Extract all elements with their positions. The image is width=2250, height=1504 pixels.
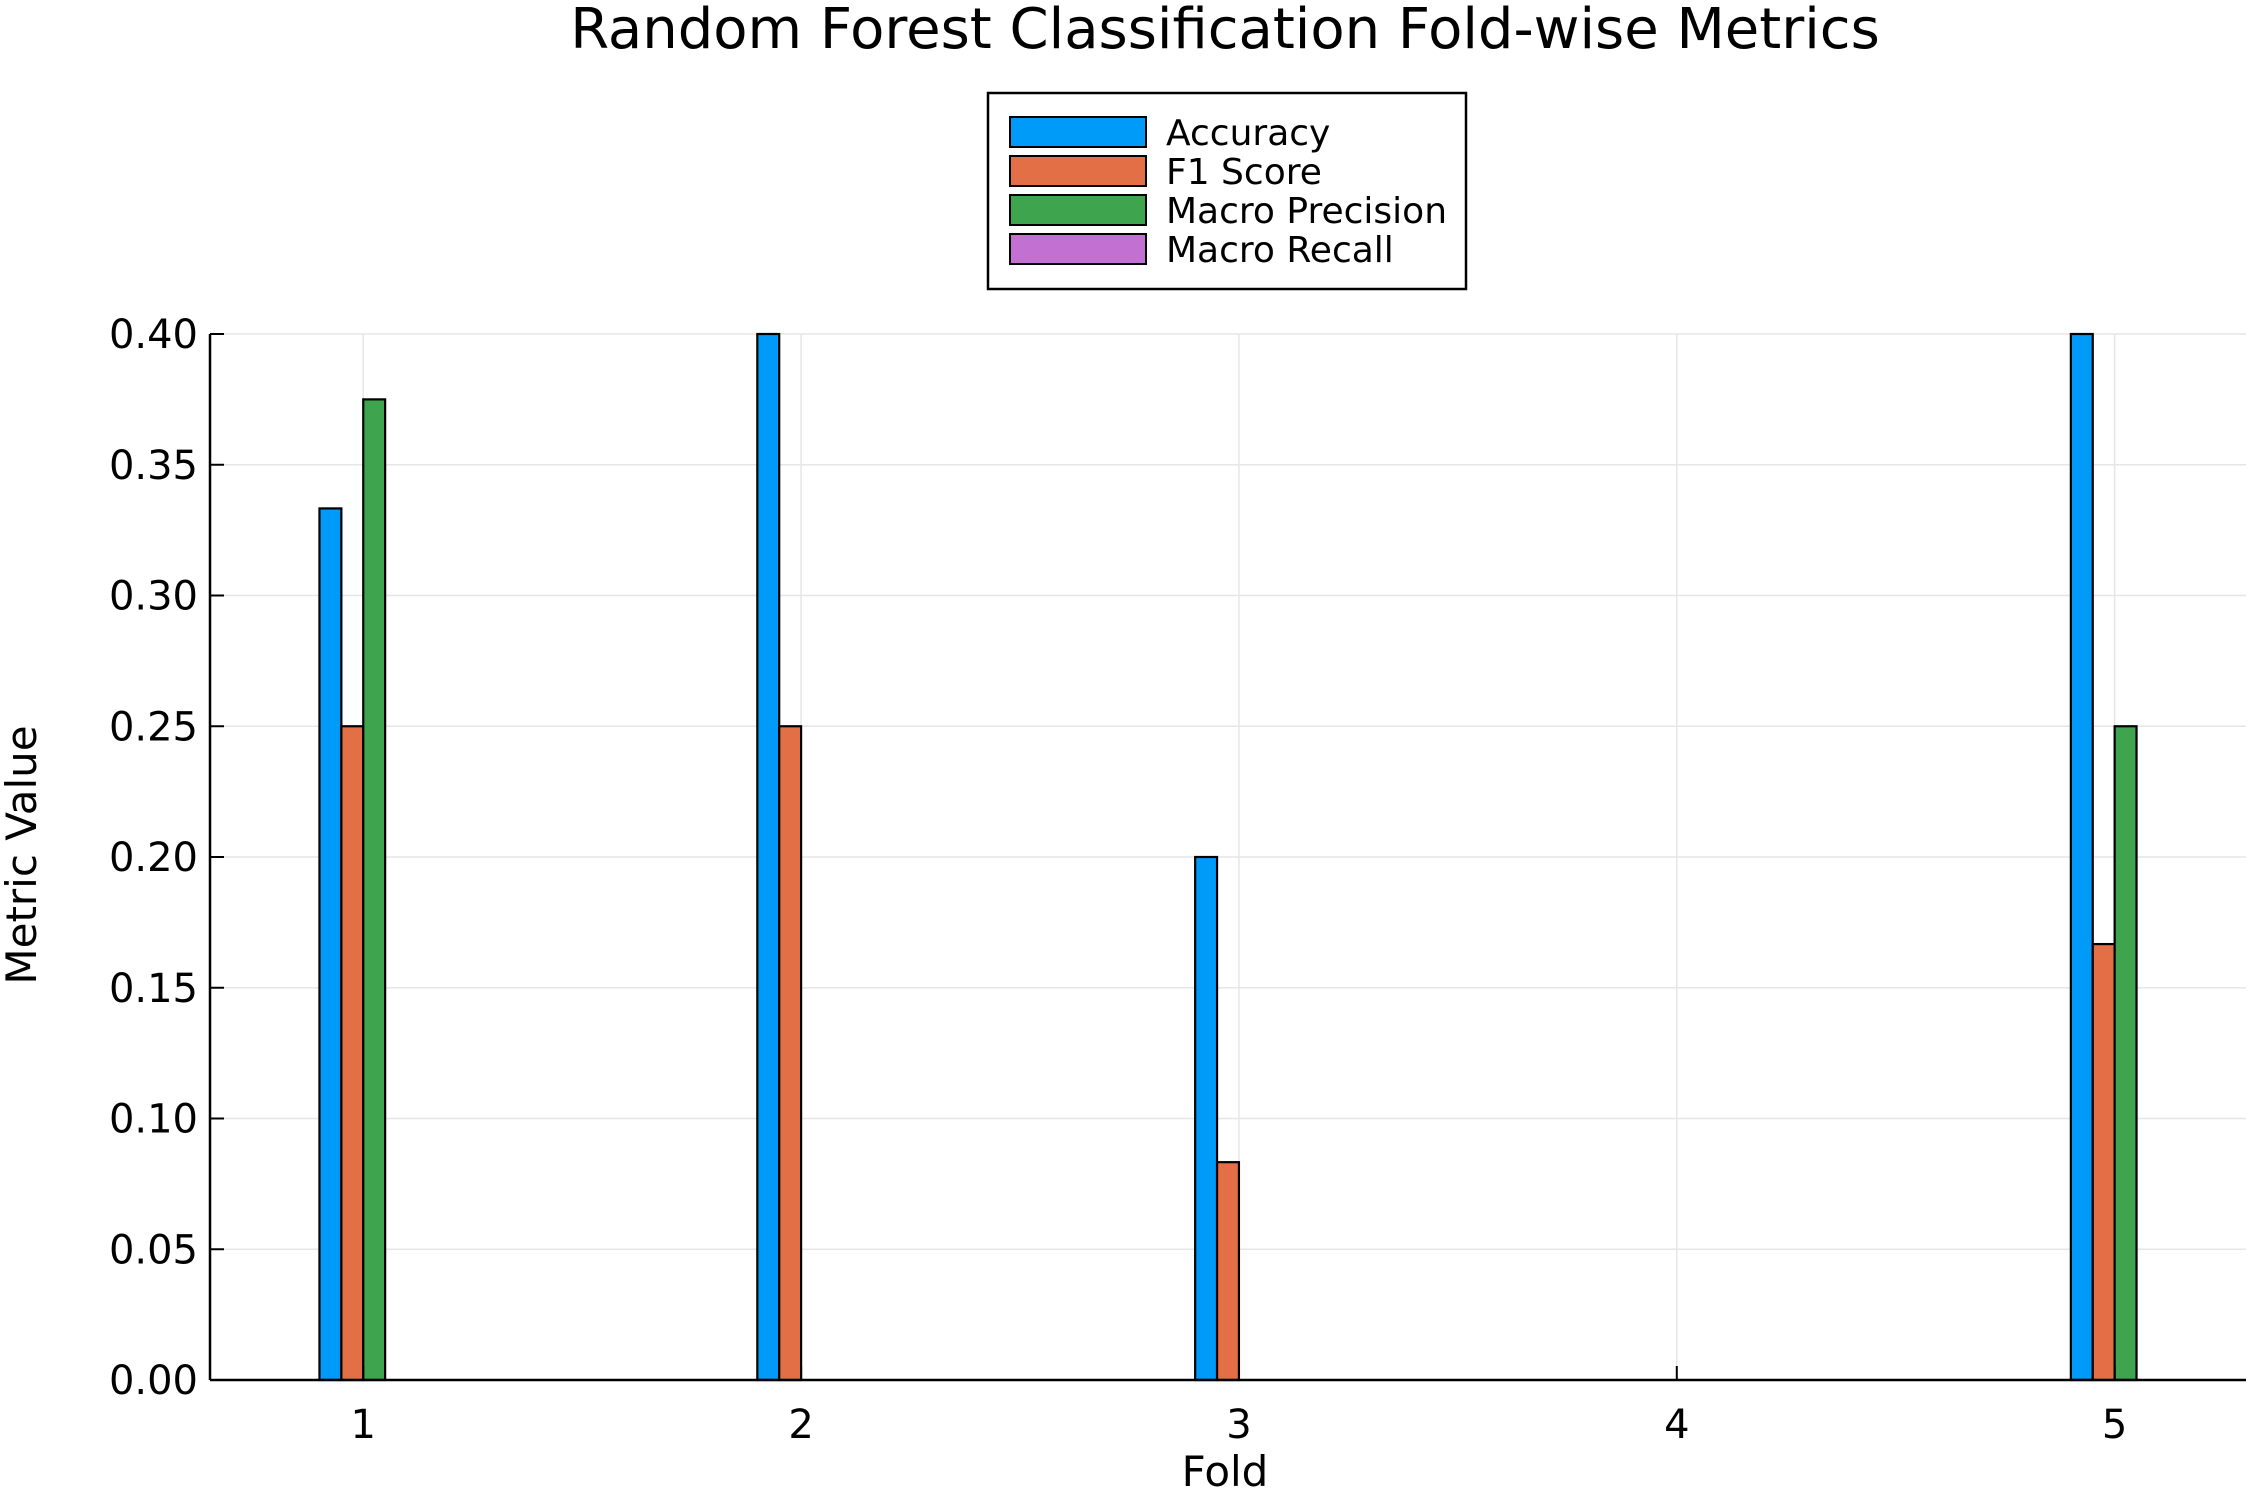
legend-label: Accuracy: [1166, 113, 1330, 154]
legend-label: Macro Recall: [1166, 230, 1394, 271]
y-tick-label: 0.20: [109, 835, 198, 881]
x-tick-label: 2: [788, 1402, 813, 1448]
y-tick-label: 0.35: [109, 443, 198, 489]
bar-f1-score-fold-5: [2091, 942, 2116, 1382]
y-tick-label: 0.05: [109, 1227, 198, 1273]
bar-accuracy-fold-1: [318, 507, 343, 1382]
tick-labels: 0.00 0.05 0.10 0.15 0.20 0.25 0.30 0.35 0.40 1 2 3 4…: [109, 312, 2127, 1448]
legend-label: Macro Precision: [1166, 191, 1447, 232]
x-tick-label: 3: [1226, 1402, 1251, 1448]
legend-swatch: [1009, 233, 1147, 265]
bar-macro-precision-fold-5: [2113, 725, 2138, 1382]
bar-accuracy-fold-3: [1194, 855, 1219, 1382]
bar-macro-precision-fold-1: [362, 398, 387, 1382]
legend-swatch: [1009, 194, 1147, 226]
axes: [208, 333, 2246, 1382]
legend-swatch: [1009, 155, 1147, 187]
x-axis-label: Fold: [1182, 1447, 1269, 1496]
bar-f1-score-fold-1: [340, 725, 365, 1382]
legend-label: F1 Score: [1166, 152, 1322, 193]
y-tick-label: 0.40: [109, 312, 198, 358]
x-tick-label: 5: [2102, 1402, 2127, 1448]
chart-title: Random Forest Classification Fold-wise M…: [570, 0, 1880, 62]
bar-f1-score-fold-2: [778, 725, 803, 1382]
y-tick-label: 0.25: [109, 704, 198, 750]
legend-swatch: [1009, 116, 1147, 148]
y-tick-label: 0.10: [109, 1097, 198, 1143]
y-axis-label: Metric Value: [0, 725, 46, 984]
y-tick-label: 0.15: [109, 966, 198, 1012]
bar-f1-score-fold-3: [1215, 1161, 1241, 1382]
y-tick-label: 0.00: [109, 1358, 198, 1404]
x-tick-label: 4: [1664, 1402, 1689, 1448]
bar-accuracy-fold-2: [756, 332, 781, 1382]
bar-accuracy-fold-5: [2069, 332, 2094, 1382]
x-tick-label: 1: [351, 1402, 376, 1448]
y-tick-label: 0.30: [109, 574, 198, 620]
